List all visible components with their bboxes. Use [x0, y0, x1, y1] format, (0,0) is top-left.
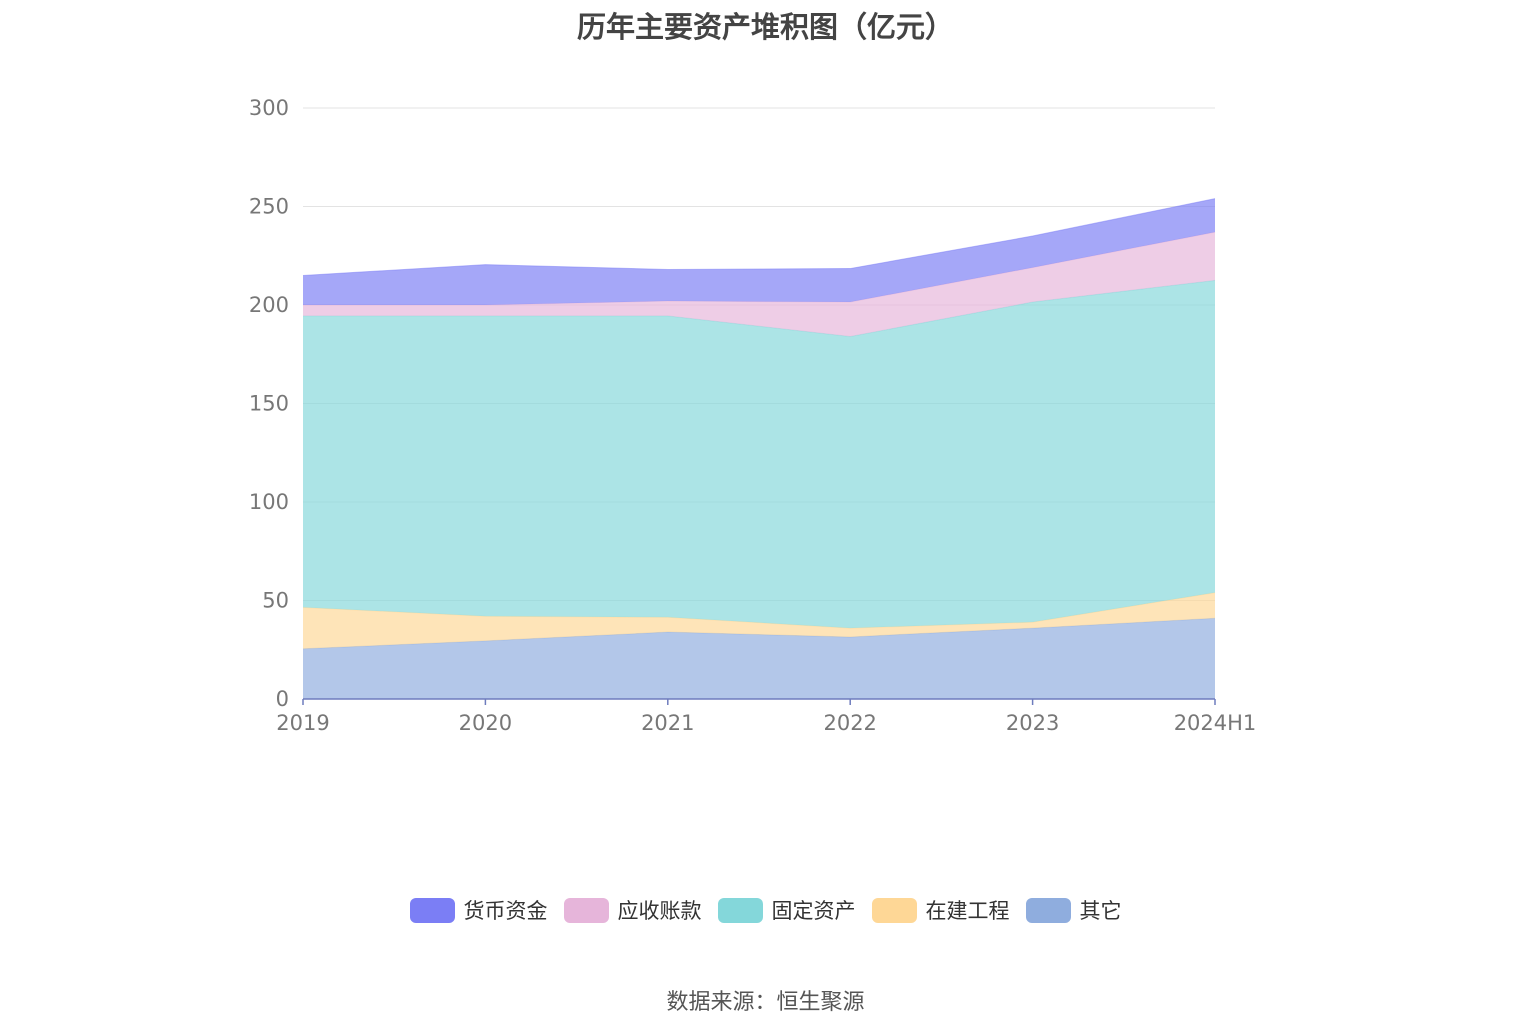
- legend-swatch: [717, 897, 763, 923]
- legend-item[interactable]: 其它: [1025, 895, 1122, 925]
- chart-title: 历年主要资产堆积图（亿元）: [576, 10, 954, 44]
- legend: 货币资金 应收账款 固定资产 在建工程 其它: [0, 895, 1531, 925]
- legend-item[interactable]: 应收账款: [563, 895, 702, 925]
- legend-item[interactable]: 固定资产: [717, 895, 856, 925]
- legend-label: 货币资金: [463, 899, 548, 923]
- y-tick-label: 0: [276, 687, 289, 711]
- x-tick-label: 2024H1: [1174, 711, 1257, 735]
- area-series: [303, 592, 1215, 649]
- legend-swatch: [1025, 897, 1071, 923]
- legend-item[interactable]: 在建工程: [871, 895, 1010, 925]
- y-tick-label: 50: [262, 589, 289, 613]
- area-series: [303, 618, 1215, 699]
- x-tick-label: 2020: [459, 711, 512, 735]
- legend-label: 其它: [1079, 899, 1122, 923]
- area-series: [303, 232, 1215, 337]
- y-tick-label: 200: [249, 293, 289, 317]
- area-series: [303, 280, 1215, 629]
- legend-swatch: [563, 897, 609, 923]
- legend-swatch: [871, 897, 917, 923]
- legend-swatch: [409, 897, 455, 923]
- legend-label: 固定资产: [771, 899, 856, 923]
- x-tick-label: 2021: [641, 711, 694, 735]
- y-tick-label: 300: [249, 96, 289, 120]
- y-tick-label: 150: [249, 392, 289, 416]
- series-line: [302, 198, 1216, 276]
- legend-label: 应收账款: [617, 899, 702, 923]
- data-source: 数据来源：恒生聚源: [666, 990, 865, 1015]
- x-tick-label: 2022: [823, 711, 876, 735]
- legend-label: 在建工程: [925, 899, 1010, 923]
- area-series: [303, 198, 1215, 305]
- y-tick-label: 100: [249, 490, 289, 514]
- legend-item[interactable]: 货币资金: [409, 895, 548, 925]
- y-tick-label: 250: [249, 195, 289, 219]
- x-tick-label: 2019: [276, 711, 329, 735]
- x-tick-label: 2023: [1006, 711, 1059, 735]
